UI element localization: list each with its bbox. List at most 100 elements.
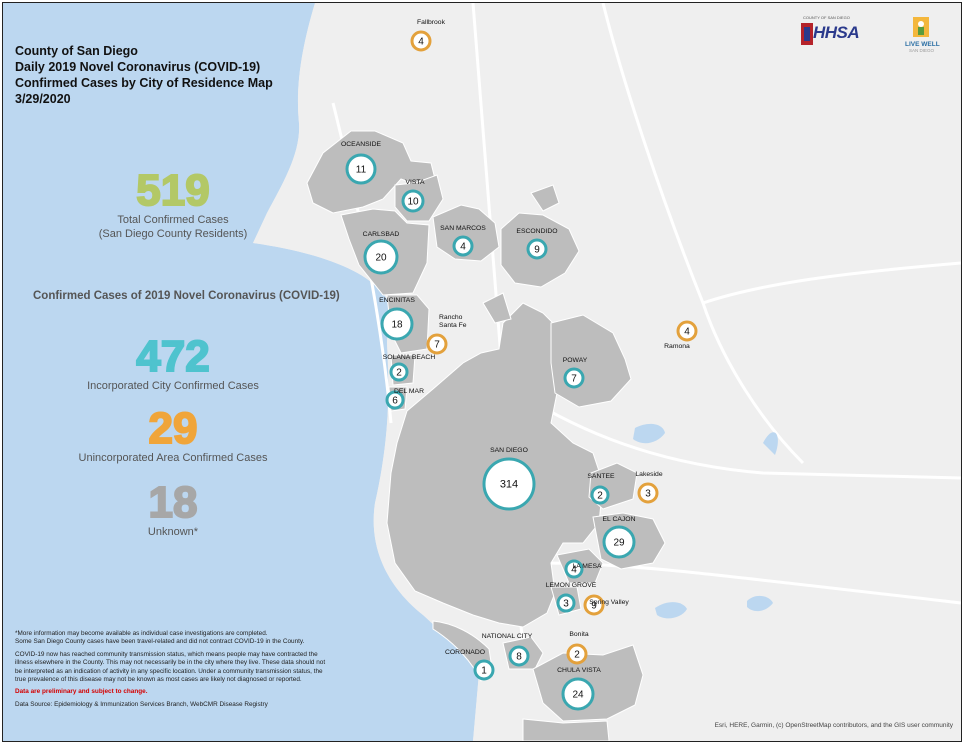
case-marker-san-marcos[interactable]: 4 bbox=[452, 235, 474, 257]
case-marker-oceanside[interactable]: 11 bbox=[345, 153, 377, 185]
case-circle-escondido[interactable] bbox=[526, 238, 548, 260]
case-count-san-marcos: 4 bbox=[460, 242, 466, 253]
case-marker-poway[interactable]: 7 bbox=[563, 367, 585, 389]
case-circle-rancho-santa-fe[interactable] bbox=[426, 333, 448, 355]
case-circle-vista[interactable] bbox=[401, 189, 425, 213]
place-label-santee: SANTEE bbox=[587, 473, 615, 480]
case-marker-fallbrook[interactable]: 4 bbox=[410, 30, 432, 52]
case-count-chula-vista: 24 bbox=[572, 690, 584, 701]
case-circle-solana-beach[interactable] bbox=[389, 362, 409, 382]
case-count-coronado: 1 bbox=[481, 666, 487, 677]
case-count-la-mesa: 4 bbox=[571, 565, 577, 576]
title-line-date: 3/29/2020 bbox=[15, 92, 71, 106]
place-label-solana-beach: SOLANA BEACH bbox=[382, 354, 436, 361]
case-count-vista: 10 bbox=[407, 197, 419, 208]
case-circle-san-diego[interactable] bbox=[482, 457, 536, 511]
case-circle-chula-vista[interactable] bbox=[561, 677, 595, 711]
place-label-la-mesa: LA MESA bbox=[572, 563, 602, 570]
case-count-escondido: 9 bbox=[534, 245, 540, 256]
section-heading: Confirmed Cases of 2019 Novel Coronaviru… bbox=[33, 290, 340, 302]
place-label-del-mar: DEL MAR bbox=[394, 388, 424, 395]
case-circle-ramona[interactable] bbox=[676, 320, 698, 342]
case-marker-rancho-santa-fe[interactable]: 7 bbox=[426, 333, 448, 355]
case-count-rancho-santa-fe: 7 bbox=[434, 340, 440, 351]
unincorporated-value: 29 bbox=[148, 404, 199, 453]
case-circle-carlsbad[interactable] bbox=[363, 239, 399, 275]
case-count-oceanside: 11 bbox=[356, 165, 367, 176]
unincorporated-label: Unincorporated Area Confirmed Cases bbox=[78, 452, 268, 464]
case-marker-carlsbad[interactable]: 20 bbox=[363, 239, 399, 275]
case-circle-national-city[interactable] bbox=[508, 645, 530, 667]
case-circle-bonita[interactable] bbox=[566, 643, 588, 665]
case-marker-del-mar[interactable]: 6 bbox=[385, 390, 405, 410]
case-marker-vista[interactable]: 10 bbox=[401, 189, 425, 213]
hhsa-logo: HHSA bbox=[813, 23, 860, 42]
place-label-oceanside: OCEANSIDE bbox=[340, 141, 382, 148]
lakes bbox=[633, 423, 778, 619]
unknown-label: Unknown* bbox=[147, 526, 199, 538]
case-marker-escondido[interactable]: 9 bbox=[526, 238, 548, 260]
case-count-ramona: 4 bbox=[684, 327, 690, 338]
case-circle-santee[interactable] bbox=[590, 485, 610, 505]
case-marker-chula-vista[interactable]: 24 bbox=[561, 677, 595, 711]
place-label-national-city: NATIONAL CITY bbox=[481, 633, 533, 640]
case-circle-oceanside[interactable] bbox=[345, 153, 377, 185]
case-circle-san-marcos[interactable] bbox=[452, 235, 474, 257]
case-count-carlsbad: 20 bbox=[375, 253, 387, 264]
case-count-poway: 7 bbox=[571, 374, 577, 385]
case-marker-ramona[interactable]: 4 bbox=[676, 320, 698, 342]
incorporated-stat: 472 Incorporated City Confirmed Cases bbox=[73, 332, 273, 393]
total-cases-sublabel: (San Diego County Residents) bbox=[98, 228, 248, 240]
case-circle-spring-valley[interactable] bbox=[583, 594, 605, 616]
case-marker-lakeside[interactable]: 3 bbox=[637, 482, 659, 504]
case-marker-lemon-grove[interactable]: 3 bbox=[556, 593, 576, 613]
case-circle-lemon-grove[interactable] bbox=[556, 593, 576, 613]
case-marker-santee[interactable]: 2 bbox=[590, 485, 610, 505]
case-marker-spring-valley[interactable]: 9 bbox=[583, 594, 605, 616]
case-circle-el-cajon[interactable] bbox=[602, 525, 636, 559]
place-label-poway: POWAY bbox=[562, 357, 588, 364]
place-label-san-diego: SAN DIEGO bbox=[490, 447, 528, 454]
case-count-national-city: 8 bbox=[516, 652, 522, 663]
case-marker-la-mesa[interactable]: 4 bbox=[564, 559, 584, 579]
case-marker-san-diego[interactable]: 314 bbox=[482, 457, 536, 511]
live-well-subtext: SAN DIEGO bbox=[909, 48, 935, 53]
total-cases-label: Total Confirmed Cases bbox=[117, 214, 229, 226]
live-well-icon bbox=[913, 17, 929, 37]
place-label-fallbrook: Fallbrook bbox=[417, 19, 445, 26]
case-circle-lakeside[interactable] bbox=[637, 482, 659, 504]
note-data-source: Data Source: Epidemiology & Immunization… bbox=[15, 700, 268, 708]
incorporated-value: 472 bbox=[135, 332, 210, 381]
title-line-county: County of San Diego bbox=[15, 44, 138, 58]
case-circle-del-mar[interactable] bbox=[385, 390, 405, 410]
title-line-map-type: Confirmed Cases by City of Residence Map bbox=[15, 76, 273, 90]
case-marker-bonita[interactable]: 2 bbox=[566, 643, 588, 665]
area-san-marcos bbox=[432, 204, 500, 262]
case-count-bonita: 2 bbox=[574, 650, 580, 661]
case-marker-national-city[interactable]: 8 bbox=[508, 645, 530, 667]
incorporated-label: Incorporated City Confirmed Cases bbox=[87, 380, 259, 392]
case-count-el-cajon: 29 bbox=[613, 538, 625, 549]
hhsa-county-text: COUNTY OF SAN DIEGO bbox=[803, 15, 850, 20]
case-count-santee: 2 bbox=[597, 491, 603, 502]
case-marker-encinitas[interactable]: 18 bbox=[380, 307, 414, 341]
case-count-encinitas: 18 bbox=[391, 320, 403, 331]
case-circle-la-mesa[interactable] bbox=[564, 559, 584, 579]
case-circle-coronado[interactable] bbox=[473, 659, 495, 681]
footnotes: *More information may become available a… bbox=[15, 630, 333, 713]
case-marker-coronado[interactable]: 1 bbox=[473, 659, 495, 681]
place-label-lemon-grove: LEMON GROVE bbox=[545, 582, 597, 589]
place-label-escondido: ESCONDIDO bbox=[516, 228, 558, 235]
case-marker-el-cajon[interactable]: 29 bbox=[602, 525, 636, 559]
case-marker-solana-beach[interactable]: 2 bbox=[389, 362, 409, 382]
case-circle-encinitas[interactable] bbox=[380, 307, 414, 341]
place-label-san-marcos: SAN MARCOS bbox=[440, 225, 486, 232]
case-circle-fallbrook[interactable] bbox=[410, 30, 432, 52]
logos: COUNTY OF SAN DIEGO HHSA LIVE WELL SAN D… bbox=[799, 15, 949, 53]
case-circle-poway[interactable] bbox=[563, 367, 585, 389]
place-label-coronado: CORONADO bbox=[444, 649, 486, 656]
total-cases-stat: 519 Total Confirmed Cases (San Diego Cou… bbox=[73, 168, 273, 241]
hhsa-emblem-icon bbox=[801, 23, 813, 45]
place-label-carlsbad: CARLSBAD bbox=[362, 231, 400, 238]
